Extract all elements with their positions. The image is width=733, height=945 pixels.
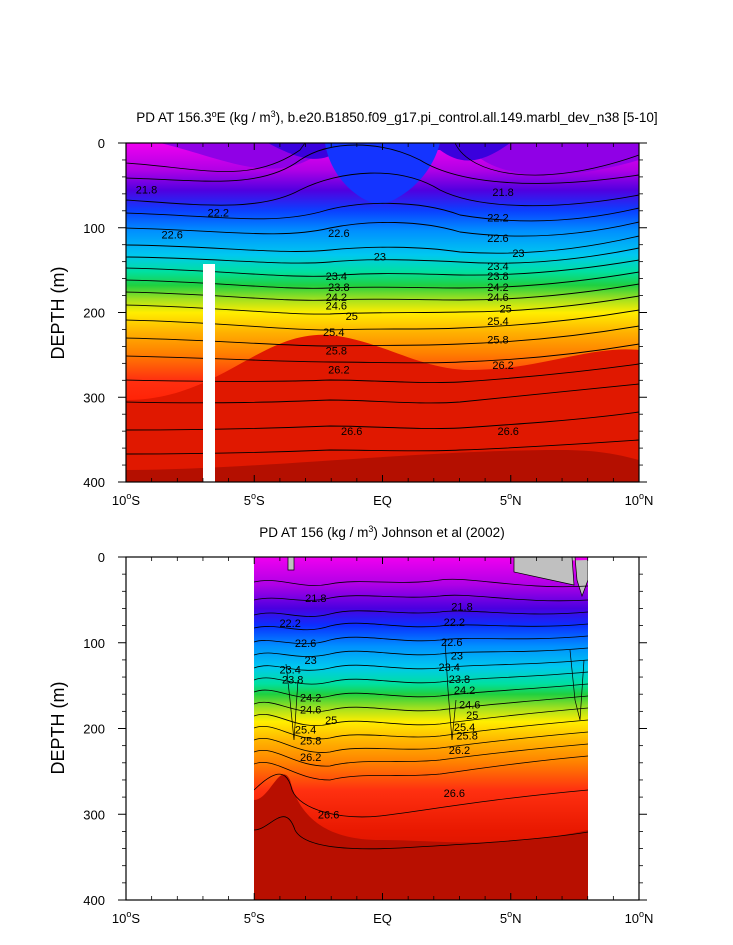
missing-data-band (203, 264, 215, 482)
y-tick-label: 400 (83, 893, 105, 908)
x-tick-label: EQ (373, 911, 392, 926)
x-tick-label: EQ (373, 493, 392, 508)
contour-label: 24.6 (487, 292, 508, 304)
y-tick-label: 200 (83, 722, 105, 737)
y-tick-label: 100 (83, 221, 105, 236)
x-tick-label: 10oN (625, 491, 654, 508)
contour-label: 23.8 (487, 271, 508, 283)
contour-label: 22.6 (441, 637, 462, 649)
y-tick-label: 400 (83, 475, 105, 490)
contour-label: 26.6 (341, 426, 362, 438)
x-tick-label: 5oS (244, 491, 265, 508)
contour-label: 25 (499, 303, 511, 315)
contour-label: 25.8 (487, 335, 508, 347)
contour-label: 25.4 (323, 327, 344, 339)
contour-label: 21.8 (451, 602, 472, 614)
x-tick-label: 10oN (625, 909, 654, 926)
y-axis: 0 100 200 300 400 (83, 136, 647, 490)
contour-label: 25.8 (300, 736, 321, 748)
contour-label: 24.2 (487, 282, 508, 294)
deep-band (126, 450, 639, 482)
land-mask (513, 557, 575, 586)
y-tick-label: 0 (98, 550, 105, 565)
panel-title: PD AT 156 (kg / m3) Johnson et al (2002) (259, 524, 504, 540)
contour-label: 26.6 (318, 809, 339, 821)
x-tick-label: 10oS (112, 909, 140, 926)
land-mask (287, 557, 295, 571)
contour-label: 26.6 (444, 788, 465, 800)
contour-label: 23.8 (449, 674, 470, 686)
y-axis: 0 100 200 300 400 (83, 550, 647, 908)
y-axis-title: DEPTH (m) (48, 267, 68, 360)
contour-label: 22.6 (295, 638, 316, 650)
contour-label: 23.4 (326, 271, 347, 283)
surface-band (325, 143, 440, 205)
surface-band (160, 143, 639, 175)
x-axis: 10oS 5oS EQ 5oN 10oN (112, 143, 654, 508)
x-tick-label: 5oN (500, 909, 522, 926)
y-tick-label: 0 (98, 136, 105, 151)
contour-labels: 21.822.222.62323.423.824.224.62525.425.8… (279, 593, 480, 821)
x-tick-label: 5oS (244, 909, 265, 926)
contour-label: 25.8 (456, 730, 477, 742)
y-tick-label: 200 (83, 306, 105, 321)
x-tick-label: 5oN (500, 491, 522, 508)
contour-label: 26.2 (328, 364, 349, 376)
y-tick-label: 100 (83, 636, 105, 651)
deep-band (254, 774, 588, 900)
contour-label: 24.2 (454, 685, 475, 697)
contour-label: 25.4 (454, 722, 475, 734)
contour-label: 23.4 (487, 261, 508, 273)
contour-label: 22.6 (487, 233, 508, 245)
contour-label: 25.4 (487, 316, 508, 328)
contour-label: 23 (451, 651, 463, 663)
contour-label: 22.2 (487, 213, 508, 225)
contour-label: 25.8 (326, 346, 347, 358)
contour-label: 22.6 (161, 230, 182, 242)
contour-label: 25 (325, 715, 337, 727)
contour-label: 24.6 (300, 705, 321, 717)
contour-label: 22.6 (328, 228, 349, 240)
panel-title: PD AT 156.3oE (kg / m3), b.e20.B1850.f09… (136, 109, 657, 125)
observation-panel: PD AT 156 (kg / m3) Johnson et al (2002) (48, 524, 653, 926)
contour-lines-spikes (285, 639, 585, 741)
contour-label: 24.2 (326, 292, 347, 304)
contour-label: 23 (305, 655, 317, 667)
contour-label: 23.4 (438, 662, 459, 674)
contour-label: 22.2 (444, 617, 465, 629)
contour-label: 23 (512, 248, 524, 260)
contour-label: 22.2 (279, 618, 300, 630)
contour-label: 21.8 (305, 593, 326, 605)
contour-label: 26.2 (300, 752, 321, 764)
y-axis-title: DEPTH (m) (48, 682, 68, 775)
contour-label: 21.8 (492, 187, 513, 199)
contour-label: 26.2 (492, 360, 513, 372)
contour-lines-upper (126, 143, 639, 176)
contour-label: 25.4 (295, 724, 316, 736)
model-panel: PD AT 156.3oE (kg / m3), b.e20.B1850.f09… (48, 109, 658, 508)
contour-label: 24.2 (300, 693, 321, 705)
deep-band (126, 334, 639, 482)
contour-lines (126, 144, 639, 455)
x-tick-label: 10oS (112, 491, 140, 508)
contour-label: 26.2 (449, 745, 470, 757)
contour-lines (254, 578, 588, 850)
y-tick-label: 300 (83, 807, 105, 822)
contour-label: 23 (374, 252, 386, 264)
contour-label: 24.6 (326, 301, 347, 313)
contour-label: 21.8 (136, 185, 157, 197)
contour-label: 25 (466, 710, 478, 722)
contour-label: 22.2 (208, 207, 229, 219)
y-tick-label: 300 (83, 390, 105, 405)
contour-label: 25 (346, 311, 358, 323)
contour-label: 23.4 (279, 664, 300, 676)
x-axis: 10oS 5oS EQ 5oN 10oN (112, 557, 654, 926)
contour-label: 23.8 (282, 675, 303, 687)
contour-labels: 21.822.222.6 22.62323.423.824.224.62525.4… (136, 185, 525, 439)
contour-label: 26.6 (497, 426, 518, 438)
contour-label: 24.6 (459, 699, 480, 711)
contour-label: 23.8 (328, 282, 349, 294)
